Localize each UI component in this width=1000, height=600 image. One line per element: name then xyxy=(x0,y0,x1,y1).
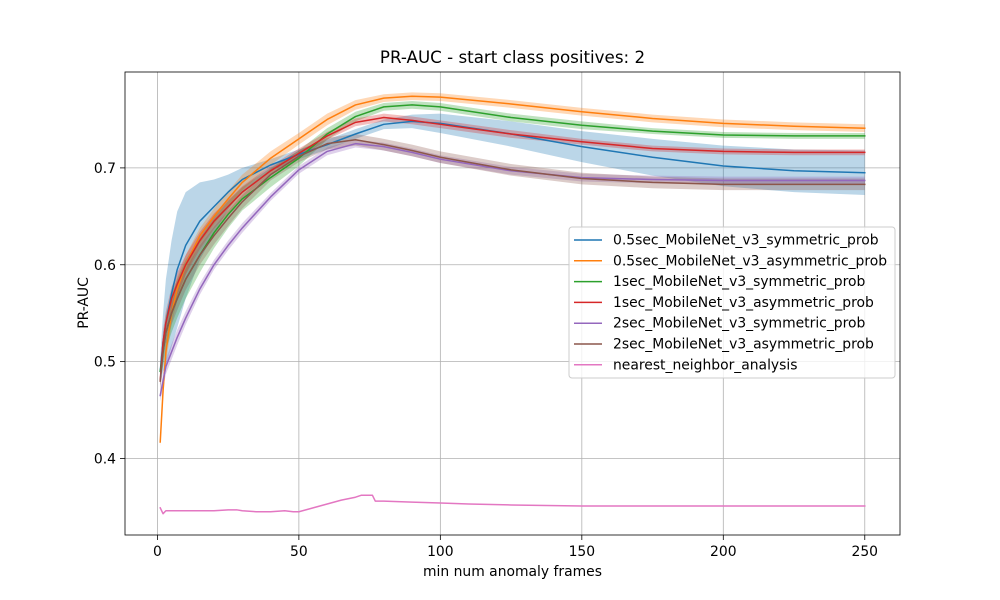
axes-frame xyxy=(124,71,901,536)
y-tick-label: 0.4 xyxy=(94,451,116,467)
legend-entry: 2sec_MobileNet_v3_symmetric_prob xyxy=(574,316,865,332)
x-tick-label: 250 xyxy=(852,544,879,560)
legend-entry: 0.5sec_MobileNet_v3_asymmetric_prob xyxy=(574,253,887,269)
y-axis-label: PR-AUC xyxy=(76,277,92,329)
x-tick-label: 150 xyxy=(569,544,596,560)
legend-label: 0.5sec_MobileNet_v3_asymmetric_prob xyxy=(613,253,887,269)
legend-label: 2sec_MobileNet_v3_asymmetric_prob xyxy=(613,337,874,353)
chart-title: PR-AUC - start class positives: 2 xyxy=(380,47,645,67)
legend-label: 1sec_MobileNet_v3_asymmetric_prob xyxy=(613,295,874,311)
legend-entry: nearest_neighbor_analysis xyxy=(574,357,798,373)
x-tick-label: 0 xyxy=(153,544,162,560)
x-tick-label: 100 xyxy=(427,544,454,560)
legend-entry: 2sec_MobileNet_v3_asymmetric_prob xyxy=(574,337,874,353)
series-line-1sec-mobilenet-v3-asymmetric-prob xyxy=(159,116,866,382)
x-tick-label: 200 xyxy=(710,544,737,560)
y-tick-label: 0.6 xyxy=(94,258,116,274)
confidence-band-0-5sec-mobilenet-v3-asymmetric-prob xyxy=(160,92,865,447)
legend: 0.5sec_MobileNet_v3_symmetric_prob 0.5se… xyxy=(568,226,896,379)
legend-entry: 0.5sec_MobileNet_v3_symmetric_prob xyxy=(574,233,879,249)
series-line-2sec-mobilenet-v3-asymmetric-prob xyxy=(159,139,866,382)
series-line-0-5sec-mobilenet-v3-symmetric-prob xyxy=(159,120,866,373)
legend-frame xyxy=(568,226,896,379)
legend-label: 1sec_MobileNet_v3_symmetric_prob xyxy=(613,274,865,290)
series-line-nearest-neighbor-analysis xyxy=(159,494,866,515)
legend-label: 0.5sec_MobileNet_v3_symmetric_prob xyxy=(613,233,879,249)
y-tick-label: 0.7 xyxy=(94,161,116,177)
axis-ticks: 0 50 100 150 200 250 0.4 0.5 0.6 0.7 xyxy=(94,161,878,560)
series-line-0-5sec-mobilenet-v3-asymmetric-prob xyxy=(159,95,866,443)
series-lines xyxy=(159,95,866,515)
legend-entry: 1sec_MobileNet_v3_asymmetric_prob xyxy=(574,295,874,311)
x-axis-label: min num anomaly frames xyxy=(423,564,602,580)
series-line-2sec-mobilenet-v3-symmetric-prob xyxy=(159,142,866,397)
legend-entry: 1sec_MobileNet_v3_symmetric_prob xyxy=(574,274,865,290)
legend-label: 2sec_MobileNet_v3_symmetric_prob xyxy=(613,316,865,332)
legend-label: nearest_neighbor_analysis xyxy=(613,357,798,373)
y-tick-label: 0.5 xyxy=(94,355,116,371)
confidence-bands xyxy=(160,92,865,447)
x-tick-label: 50 xyxy=(290,544,308,560)
